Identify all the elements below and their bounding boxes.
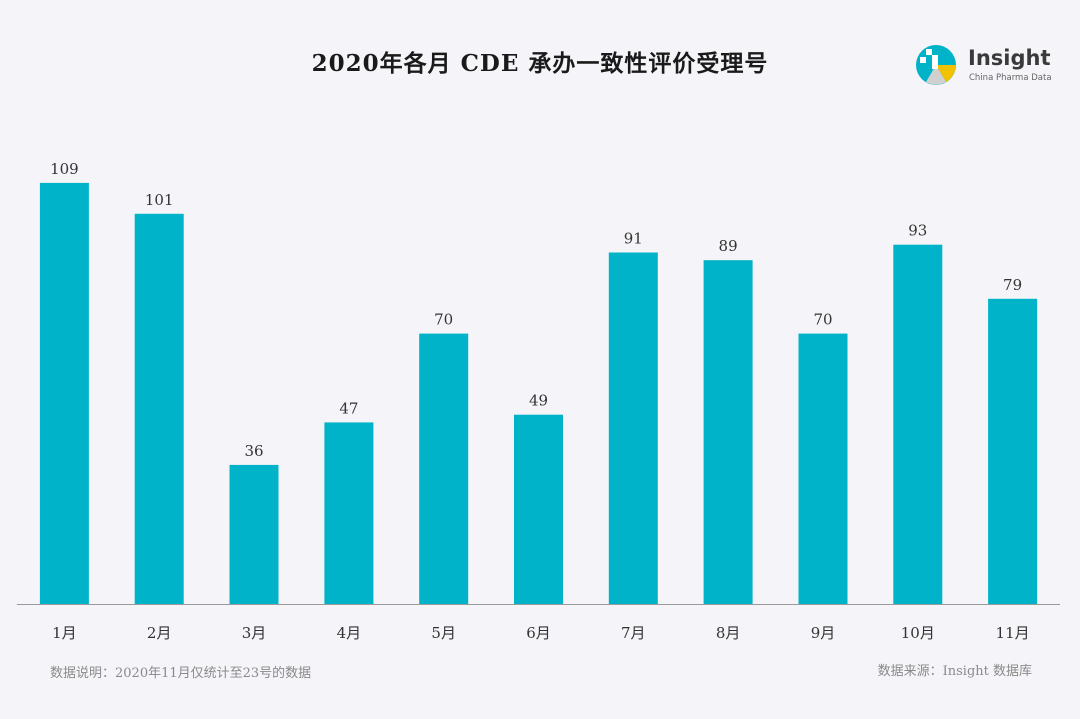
data-label-2: 101	[145, 191, 174, 209]
data-source: 数据来源：Insight 数据库	[877, 664, 1032, 679]
x-tick-label-8: 8月	[716, 624, 741, 642]
data-label-8: 89	[719, 237, 738, 255]
bar-8	[703, 260, 753, 604]
bar-9	[798, 333, 848, 604]
x-tick-label-10: 10月	[901, 624, 935, 642]
bar-6	[514, 414, 563, 604]
data-label-11: 79	[1003, 276, 1022, 294]
data-label-9: 70	[813, 311, 832, 329]
x-tick-label-5: 5月	[431, 624, 456, 642]
x-tick-label-4: 4月	[337, 624, 362, 642]
bar-11	[988, 298, 1038, 604]
logo-wordmark: Insight	[968, 46, 1051, 70]
logo-tagline: China Pharma Data	[969, 73, 1052, 83]
x-tick-label-6: 6月	[526, 624, 551, 642]
data-label-3: 36	[244, 442, 263, 460]
bar-3	[229, 464, 279, 604]
data-label-6: 49	[529, 392, 548, 410]
x-tick-label-9: 9月	[811, 624, 836, 642]
insight-logo-icon	[916, 45, 956, 85]
bar-1	[39, 182, 89, 604]
x-tick-label-7: 7月	[621, 624, 646, 642]
data-note: 数据说明：2020年11月仅统计至23号的数据	[50, 666, 312, 681]
data-label-5: 70	[434, 311, 453, 329]
data-label-4: 47	[339, 399, 358, 417]
bar-2	[134, 213, 184, 605]
bar-5	[419, 333, 469, 604]
chart-title: 2020年各月 CDE 承办一致性评价受理号	[311, 50, 769, 77]
bar-7	[608, 252, 658, 604]
bar-10	[893, 244, 943, 604]
x-tick-label-3: 3月	[242, 624, 267, 642]
data-label-10: 93	[908, 222, 927, 240]
x-tick-label-2: 2月	[147, 624, 172, 642]
bar-4	[324, 422, 374, 604]
x-tick-label-1: 1月	[52, 624, 77, 642]
data-label-7: 91	[624, 230, 643, 248]
x-tick-label-11: 11月	[996, 624, 1030, 642]
data-label-1: 109	[50, 160, 79, 178]
insight-logo: Insight China Pharma Data	[912, 40, 1062, 90]
